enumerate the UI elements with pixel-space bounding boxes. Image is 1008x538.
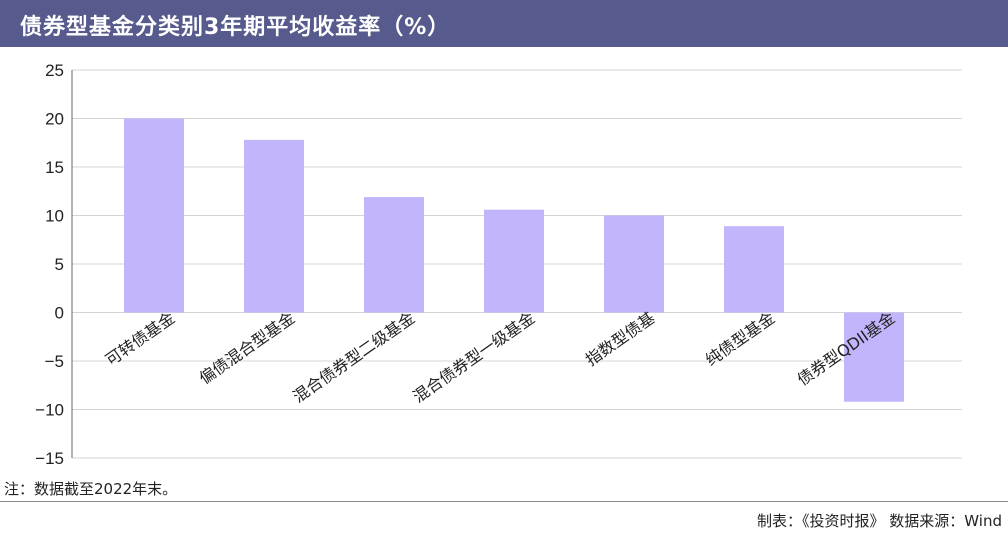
category-label: 可转债基金: [102, 308, 178, 369]
bar-chart: 25 20 15 10 5 0 −5 −10 −15 可转债基金 偏债混合型基金混合债券型二级基金混…: [35, 61, 962, 468]
category-label: 纯债型基金: [702, 308, 778, 369]
y-tick-label: 20: [45, 110, 64, 129]
bar: [124, 118, 184, 313]
bar: [244, 139, 304, 313]
data-note: 注：数据截至2022年末。: [4, 480, 178, 498]
y-tick-label: 0: [55, 304, 64, 323]
chart-header-bar: 债券型基金分类别3年期平均收益率（%）: [0, 0, 1008, 47]
y-tick-label: −15: [35, 449, 64, 468]
bar: [484, 209, 544, 313]
y-tick-label: 15: [45, 158, 64, 177]
source-credit: 制表：《投资时报》 数据来源：Wind: [757, 512, 1002, 530]
category-label: 混合债券型一级基金: [409, 308, 538, 406]
category-label: 混合债券型二级基金: [289, 308, 418, 406]
y-tick-label: 10: [45, 207, 64, 226]
bar: [724, 226, 784, 313]
footer-divider: [0, 501, 1008, 502]
category-label: 偏债混合型基金: [196, 308, 299, 388]
y-tick-label: −10: [35, 401, 64, 420]
y-tick-label: −5: [45, 352, 64, 371]
category-label: 指数型债基: [582, 308, 658, 369]
chart-title: 债券型基金分类别3年期平均收益率（%）: [20, 15, 451, 40]
bar: [604, 215, 664, 313]
bar: [844, 312, 904, 402]
y-tick-label: 5: [55, 255, 64, 274]
bar: [364, 197, 424, 313]
y-tick-label: 25: [45, 61, 64, 80]
